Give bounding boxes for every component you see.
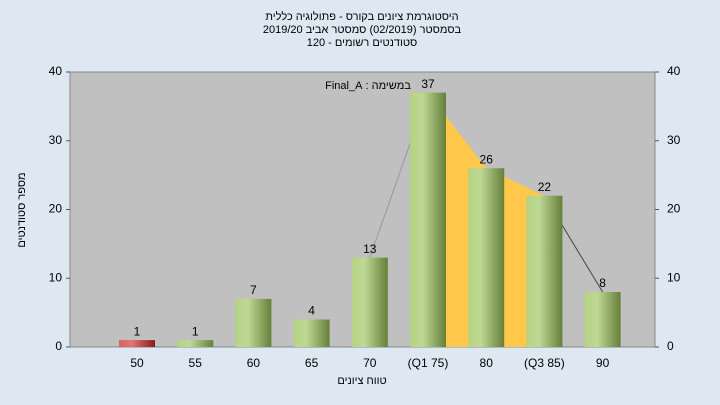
value-label: 22 bbox=[538, 180, 552, 194]
bar-shade bbox=[351, 257, 388, 347]
bar-shade bbox=[177, 340, 214, 347]
x-tick-label: 80 bbox=[480, 356, 494, 370]
bar-shade bbox=[526, 195, 563, 347]
y-axis-label: מספר סטודנטים bbox=[16, 172, 28, 247]
value-label: 1 bbox=[134, 324, 141, 338]
value-label: 8 bbox=[599, 276, 606, 290]
y2-tick-label: 20 bbox=[667, 202, 681, 216]
x-axis-label: טווח ציונים bbox=[337, 375, 386, 387]
y-tick-label: 0 bbox=[55, 339, 62, 353]
value-label: 13 bbox=[363, 242, 377, 256]
chart-subtitle: בסמסטר (02/2019) סמסטר אביב 2019/20 bbox=[263, 24, 462, 36]
value-label: 26 bbox=[480, 152, 494, 166]
bar-shade bbox=[468, 168, 505, 347]
x-tick-label: 60 bbox=[247, 356, 261, 370]
chart-subtitle: סטודנטים רשומים - 120 bbox=[307, 37, 418, 49]
value-label: 1 bbox=[192, 324, 199, 338]
y-tick-label: 30 bbox=[49, 133, 63, 147]
bar-shade bbox=[235, 298, 272, 347]
value-label: 4 bbox=[308, 304, 315, 318]
y2-tick-label: 10 bbox=[667, 270, 681, 284]
y2-tick-label: 30 bbox=[667, 133, 681, 147]
y-tick-label: 20 bbox=[49, 202, 63, 216]
annotation: במשימה : Final_A bbox=[325, 80, 411, 92]
y2-tick-label: 0 bbox=[667, 339, 674, 353]
bar-shade bbox=[584, 292, 621, 347]
x-tick-label: 55 bbox=[189, 356, 203, 370]
bar-shade bbox=[119, 340, 155, 347]
x-tick-label: (Q3 85) bbox=[524, 356, 565, 370]
x-tick-label: (Q1 75) bbox=[408, 356, 449, 370]
value-label: 37 bbox=[421, 77, 435, 91]
bar-shade bbox=[293, 319, 330, 347]
y2-tick-label: 40 bbox=[667, 64, 681, 78]
x-tick-label: 90 bbox=[596, 356, 610, 370]
chart-title: היסטוגרמת ציונים בקורס - פתולוגיה כללית bbox=[265, 10, 458, 23]
value-label: 7 bbox=[250, 283, 257, 297]
y-tick-label: 40 bbox=[49, 64, 63, 78]
x-tick-label: 50 bbox=[130, 356, 144, 370]
x-tick-label: 65 bbox=[305, 356, 319, 370]
y-tick-label: 10 bbox=[49, 270, 63, 284]
bar-shade bbox=[410, 92, 446, 347]
x-tick-label: 70 bbox=[363, 356, 377, 370]
